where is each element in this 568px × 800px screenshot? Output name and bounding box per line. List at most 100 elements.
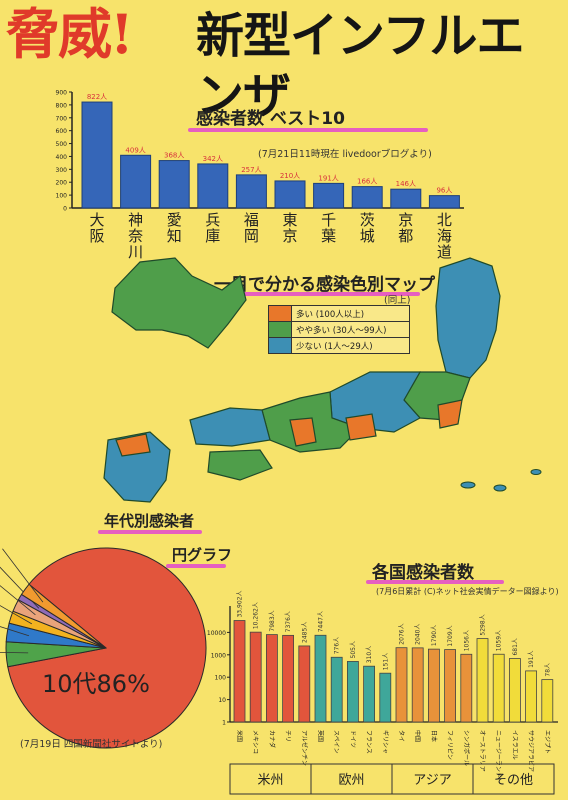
map-chugoku xyxy=(189,407,271,447)
category-label: 葉 xyxy=(321,227,336,245)
map-note: (同上) xyxy=(384,295,411,306)
bar-value-label: 7376人 xyxy=(285,611,292,632)
age-pie-chart: 4%3%2%2%1%2% xyxy=(0,541,207,749)
japan-map xyxy=(103,257,542,503)
bar xyxy=(508,658,521,723)
bar xyxy=(197,163,229,209)
bar-value-label: 2485人 xyxy=(301,622,308,643)
bar-value-label: 7447人 xyxy=(318,611,325,632)
category-label: 福 xyxy=(244,211,259,229)
category-label: 北 xyxy=(437,211,452,229)
bar-value-label: 342人 xyxy=(203,155,223,163)
category-label: 東 xyxy=(282,211,297,229)
category-label: 千 xyxy=(321,211,336,229)
category-label: アルゼンチン xyxy=(300,730,308,766)
countries-source: (7月6日累計 (C)ネット社会実情データー図録より) xyxy=(376,587,559,596)
countries-title-underline xyxy=(366,580,504,584)
map-title: 一目で分かる感染色別マップ xyxy=(214,275,435,295)
category-label: 道 xyxy=(437,243,452,261)
category-label: 神 xyxy=(128,211,143,229)
category-label: フランス xyxy=(365,730,372,754)
legend-swatch-orange xyxy=(269,306,292,321)
bar-value-label: 5298人 xyxy=(480,614,487,635)
bar-value-label: 310人 xyxy=(366,646,373,663)
bar-value-label: 2076人 xyxy=(399,623,406,644)
y-tick-label: 200 xyxy=(56,180,68,187)
category-label: 岡 xyxy=(244,227,259,245)
bar xyxy=(460,653,473,723)
bar xyxy=(282,634,294,723)
category-label: イスラエル xyxy=(511,730,518,760)
legend-label: 少ない (1人〜29人) xyxy=(296,341,373,352)
y-tick-label: 300 xyxy=(56,167,68,174)
category-label: オーストラリア xyxy=(479,730,486,772)
category-label: 庫 xyxy=(205,227,220,245)
title-main: 新型インフルエンザ xyxy=(196,8,525,124)
age-subtitle: 円グラフ xyxy=(172,546,233,564)
bar-value-label: 191人 xyxy=(528,650,535,667)
category-label: タイ xyxy=(398,730,406,742)
bar-value-label: 1056人 xyxy=(463,630,470,651)
bar xyxy=(233,620,246,723)
pie-outer-label: 2% xyxy=(0,541,1,549)
bar-value-label: 151人 xyxy=(382,653,389,670)
group-label: その他 xyxy=(494,773,533,788)
map-osaka xyxy=(289,417,317,447)
category-label: 愛 xyxy=(167,211,182,229)
map-title-underline xyxy=(210,292,420,296)
map-shikoku xyxy=(207,449,273,481)
title-threat: 脅威! xyxy=(6,2,134,66)
bar xyxy=(274,180,306,209)
bar xyxy=(395,647,408,723)
age-title: 年代別感染者 xyxy=(104,512,195,530)
category-label: 城 xyxy=(360,227,375,245)
bar-value-label: 1790人 xyxy=(431,625,438,646)
countries-title: 各国感染者数 xyxy=(372,563,474,583)
legend-swatch-green xyxy=(269,322,292,337)
bar xyxy=(351,186,383,209)
bar xyxy=(363,665,376,723)
bar xyxy=(313,182,345,209)
bar xyxy=(120,154,152,209)
bar xyxy=(81,101,113,209)
group-label: 米州 xyxy=(257,773,283,788)
map-hokkaido xyxy=(111,257,247,349)
map-tohoku xyxy=(435,257,501,379)
group-label: 欧州 xyxy=(338,773,364,788)
bar-value-label: 505人 xyxy=(350,641,357,658)
y-tick-label: 1 xyxy=(222,720,226,727)
bar-value-label: 10,262人 xyxy=(253,602,260,629)
category-label: 英国 xyxy=(317,730,325,742)
pie-leader-line xyxy=(0,652,29,654)
bar-value-label: 166人 xyxy=(357,178,377,186)
ranking-title: 感染者数 ベスト10 xyxy=(196,109,345,129)
bar xyxy=(427,648,440,723)
ranking-source: (7月21日11時現在 livedoorブログより) xyxy=(258,149,432,160)
bar xyxy=(411,647,424,723)
bar-value-label: 210人 xyxy=(280,172,300,180)
pie-leader-line xyxy=(0,605,33,625)
bar xyxy=(390,188,422,209)
bar xyxy=(158,160,190,209)
y-tick-label: 500 xyxy=(56,141,68,148)
category-label: サウジアラビア xyxy=(527,730,535,772)
legend-item-few: 少ない (1人〜29人) xyxy=(269,338,409,353)
pie-slice xyxy=(7,547,207,749)
category-label: 知 xyxy=(167,227,182,245)
y-tick-label: 600 xyxy=(56,128,68,135)
y-tick-label: 10000 xyxy=(207,630,226,637)
bar xyxy=(346,661,359,723)
group-label: アジア xyxy=(413,773,451,788)
y-tick-label: 100 xyxy=(56,193,68,200)
category-label: 日本 xyxy=(430,730,438,742)
category-label: スペイン xyxy=(333,730,340,754)
bar-value-label: 2040人 xyxy=(415,624,422,645)
bar-value-label: 776人 xyxy=(334,637,341,654)
category-label: 大 xyxy=(89,211,104,229)
category-label: 海 xyxy=(437,227,452,245)
bar xyxy=(266,634,278,723)
bar xyxy=(298,645,311,723)
bar-value-label: 33,902人 xyxy=(237,591,244,618)
